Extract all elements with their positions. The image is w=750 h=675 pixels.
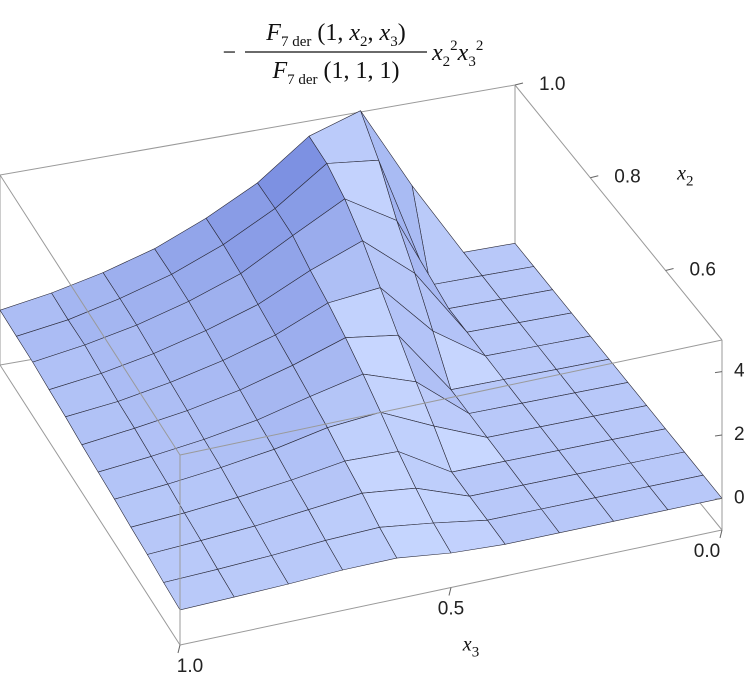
x2-tick-label: 0.6 — [690, 259, 716, 280]
x3-axis-label: x3 — [462, 634, 479, 661]
x2-tick — [514, 82, 524, 86]
z-tick — [714, 497, 723, 500]
math-part: 3 — [472, 645, 480, 661]
math-part: (1, 1, 1) — [318, 58, 400, 84]
z-tick-label: 4 — [734, 361, 745, 382]
math-part: F — [265, 20, 281, 46]
x3-tick-label: 0.0 — [694, 541, 720, 562]
title-denominator: F7 der (1, 1, 1) — [271, 58, 399, 88]
x2-tick-label: 1.0 — [539, 74, 565, 95]
x2-axis-label: x2 — [676, 163, 693, 190]
z-tick — [714, 371, 723, 374]
math-part: 7 der — [287, 72, 317, 88]
z-tick — [714, 434, 723, 437]
x2-tick-label: 0.8 — [614, 167, 640, 188]
math-part: (1, — [311, 20, 349, 46]
math-part: 2 — [360, 34, 368, 50]
math-part: x — [462, 634, 472, 656]
math-part: 2 — [686, 174, 694, 190]
box-edge — [0, 174, 181, 456]
surface — [0, 110, 723, 611]
z-tick-label: 2 — [734, 424, 745, 445]
math-part: 2 — [443, 54, 451, 70]
x3-tick-label: 0.5 — [438, 599, 464, 620]
title-numerator: F7 der (1, x2, x3) — [265, 20, 405, 50]
surface-patch — [163, 568, 235, 611]
math-part: x — [348, 20, 360, 46]
math-part: x — [379, 20, 391, 46]
math-part: 2 — [450, 38, 458, 54]
math-part: , — [368, 20, 380, 46]
x3-tick — [719, 529, 723, 539]
title-sign: − — [222, 40, 236, 66]
x3-tick — [448, 587, 452, 596]
math-part: 2 — [476, 38, 484, 54]
x2-tick — [590, 175, 599, 179]
math-part: F — [271, 58, 287, 84]
math-part: x — [676, 163, 686, 185]
x3-tick-label: 1.0 — [177, 656, 203, 675]
box-edge — [514, 84, 723, 341]
x2-tick — [665, 267, 674, 271]
x3-tick — [177, 644, 181, 654]
box-front — [0, 82, 723, 654]
box-edge — [0, 364, 181, 646]
box-edge — [0, 84, 516, 176]
math-part: x — [431, 40, 443, 66]
math-part: ) — [398, 20, 406, 46]
math-part: x — [457, 40, 469, 66]
math-part: 3 — [468, 54, 476, 70]
math-part: 3 — [390, 34, 398, 50]
z-tick-label: 0 — [734, 487, 745, 508]
math-part: 7 der — [281, 34, 311, 50]
title-factor: x22x32 — [431, 38, 483, 70]
box-edge — [179, 339, 723, 456]
